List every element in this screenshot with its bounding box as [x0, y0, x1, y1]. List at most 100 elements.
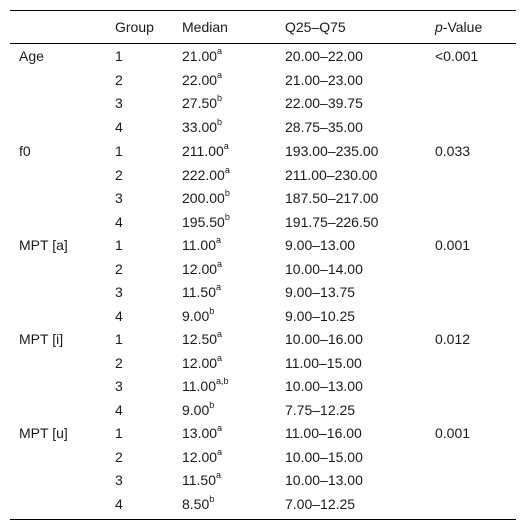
- table-row: 2 222.00a 211.00–230.00: [10, 164, 516, 186]
- group-cell: 4: [115, 213, 123, 230]
- significance-superscript: b: [224, 211, 230, 222]
- iqr-cell: 9.00–10.25: [285, 307, 356, 324]
- variable-label: MPT [u]: [19, 425, 68, 441]
- group-cell: 4: [115, 307, 123, 324]
- iqr-cell: 7.75–12.25: [285, 401, 356, 418]
- group-cell: 1: [115, 143, 123, 159]
- table-row: 4 9.00b 9.00–10.25: [10, 305, 516, 327]
- header-p-value: p-Value: [435, 16, 482, 38]
- iqr-cell: 22.00–39.75: [285, 95, 363, 111]
- group-cell: 3: [115, 190, 123, 206]
- median-value: 12.00: [182, 354, 218, 371]
- median-value: 11.00: [182, 237, 216, 253]
- significance-superscript: a: [224, 164, 230, 175]
- variable-label: MPT [i]: [19, 331, 64, 347]
- iqr-cell: 10.00–16.00: [285, 331, 363, 347]
- table-row: Age 1 21.00a 20.00–22.00 <0.001: [10, 45, 516, 67]
- median-value: 200.00: [182, 190, 225, 206]
- header-iqr: Q25–Q75: [285, 19, 346, 35]
- significance-superscript: a: [217, 352, 223, 363]
- table-row: 3 11.00a,b 10.00–13.00: [10, 375, 516, 397]
- median-cell: 222.00a: [182, 164, 230, 186]
- group-cell: 3: [115, 95, 123, 111]
- table-row: 3 200.00b 187.50–217.00: [10, 187, 516, 209]
- median-cell: 13.00a: [182, 422, 222, 444]
- median-cell: 33.00b: [182, 116, 222, 138]
- table-row: MPT [a] 1 11.00a 9.00–13.00 0.001: [10, 234, 516, 256]
- table-row: MPT [i] 1 12.50a 10.00–16.00 0.012: [10, 328, 516, 350]
- group-cell: 4: [115, 495, 123, 512]
- median-cell: 11.50a: [182, 281, 221, 303]
- p-value-cell: 0.033: [435, 143, 471, 159]
- iqr-cell: 11.00–16.00: [285, 425, 362, 441]
- table-row: 3 11.50a 9.00–13.75: [10, 281, 516, 303]
- iqr-cell: 10.00–13.00: [285, 378, 363, 394]
- median-cell: 12.00a: [182, 446, 222, 468]
- table-top-rule: [10, 10, 516, 11]
- variable-label: MPT [a]: [19, 237, 68, 253]
- table-row: 2 22.00a 21.00–23.00: [10, 69, 516, 91]
- table-row: 4 8.50b 7.00–12.25: [10, 493, 516, 515]
- p-value-cell: <0.001: [435, 48, 479, 64]
- median-value: 11.50: [182, 284, 216, 300]
- median-value: 8.50: [182, 495, 210, 512]
- table-row: 3 11.50a 10.00–13.00: [10, 469, 516, 491]
- header-median: Median: [182, 19, 228, 35]
- p-value-cell: 0.001: [435, 425, 471, 441]
- significance-superscript: a: [216, 235, 222, 246]
- iqr-cell: 191.75–226.50: [285, 213, 379, 230]
- significance-superscript: b: [217, 116, 223, 127]
- iqr-cell: 211.00–230.00: [285, 166, 378, 183]
- median-cell: 195.50b: [182, 211, 230, 233]
- table-header-rule: [10, 43, 516, 44]
- median-value: 9.00: [182, 307, 210, 324]
- median-cell: 21.00a: [182, 45, 222, 67]
- significance-superscript: a: [216, 470, 222, 481]
- iqr-cell: 10.00–14.00: [285, 260, 363, 277]
- median-cell: 11.50a: [182, 469, 221, 491]
- median-cell: 9.00b: [182, 305, 214, 327]
- table-header-row: Group Median Q25–Q75 p-Value: [10, 16, 516, 38]
- median-cell: 211.00a: [182, 140, 229, 162]
- iqr-cell: 10.00–13.00: [285, 472, 363, 488]
- iqr-cell: 21.00–23.00: [285, 71, 363, 88]
- table-row: 2 12.00a 11.00–15.00: [10, 352, 516, 374]
- p-value-cell: 0.001: [435, 237, 471, 253]
- significance-superscript: a: [217, 258, 223, 269]
- median-value: 21.00: [182, 48, 218, 64]
- median-value: 195.50: [182, 213, 225, 230]
- iqr-cell: 28.75–35.00: [285, 118, 363, 135]
- table-row: 2 12.00a 10.00–14.00: [10, 258, 516, 280]
- significance-superscript: b: [209, 493, 215, 504]
- significance-superscript: a: [217, 446, 223, 457]
- group-cell: 2: [115, 71, 123, 88]
- header-group: Group: [115, 19, 154, 35]
- iqr-cell: 10.00–15.00: [285, 448, 363, 465]
- table-row: 4 33.00b 28.75–35.00: [10, 116, 516, 138]
- median-cell: 22.00a: [182, 69, 222, 91]
- median-cell: 12.00a: [182, 258, 222, 280]
- header-p-suffix: -Value: [442, 19, 483, 35]
- median-cell: 27.50b: [182, 92, 222, 114]
- significance-superscript: a: [223, 141, 229, 152]
- median-value: 12.00: [182, 260, 218, 277]
- median-value: 12.00: [182, 448, 218, 465]
- median-value: 12.50: [182, 331, 218, 347]
- table-row: f0 1 211.00a 193.00–235.00 0.033: [10, 140, 516, 162]
- group-cell: 1: [115, 237, 123, 253]
- group-cell: 3: [115, 472, 123, 488]
- iqr-cell: 9.00–13.00: [285, 237, 356, 253]
- median-value: 22.00: [182, 71, 218, 88]
- table-row: 2 12.00a 10.00–15.00: [10, 446, 516, 468]
- significance-superscript: a: [217, 423, 223, 434]
- significance-superscript: a,b: [216, 376, 229, 387]
- table-bottom-rule: [10, 519, 516, 520]
- median-cell: 11.00a: [182, 234, 221, 256]
- significance-superscript: a: [217, 329, 223, 340]
- median-cell: 12.00a: [182, 352, 222, 374]
- group-cell: 4: [115, 118, 123, 135]
- table-row: 4 9.00b 7.75–12.25: [10, 399, 516, 421]
- median-cell: 200.00b: [182, 187, 230, 209]
- group-cell: 2: [115, 354, 123, 371]
- group-cell: 1: [115, 48, 123, 64]
